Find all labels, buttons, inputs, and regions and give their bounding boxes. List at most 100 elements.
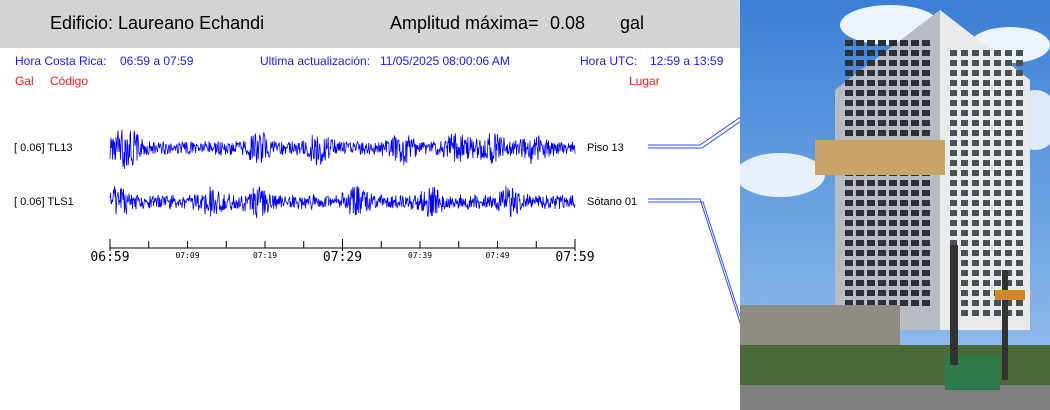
time-axis-minor-label: 07:19: [253, 251, 277, 260]
building-window: [1016, 60, 1023, 66]
building-window: [867, 260, 875, 266]
building-window: [950, 180, 957, 186]
building-window: [961, 120, 968, 126]
time-axis-minor-label: 07:39: [408, 251, 432, 260]
building-window: [900, 100, 908, 106]
building-window: [961, 280, 968, 286]
building-window: [878, 60, 886, 66]
building-window: [1005, 120, 1012, 126]
building-window: [1005, 270, 1012, 276]
building-window: [922, 180, 930, 186]
building-window: [1005, 90, 1012, 96]
building-window: [867, 100, 875, 106]
building-window: [900, 250, 908, 256]
building-window: [983, 290, 990, 296]
building-window: [1016, 110, 1023, 116]
building-window: [856, 130, 864, 136]
column-gal: Gal: [15, 74, 34, 88]
building-window: [994, 250, 1001, 256]
building-window: [900, 190, 908, 196]
last-update-label: Ultima actualización:: [260, 54, 371, 68]
building-window: [961, 310, 968, 316]
building-window: [1016, 130, 1023, 136]
building-window: [900, 210, 908, 216]
building-window: [950, 120, 957, 126]
building-window: [972, 80, 979, 86]
building-window: [856, 210, 864, 216]
building-window: [1016, 220, 1023, 226]
building-window: [983, 250, 990, 256]
building-window: [961, 220, 968, 226]
building-window: [983, 60, 990, 66]
building-window: [878, 120, 886, 126]
building-window: [911, 80, 919, 86]
building-window: [922, 40, 930, 46]
building-window: [972, 70, 979, 76]
building-window: [994, 190, 1001, 196]
building-window: [994, 50, 1001, 56]
building-window: [856, 180, 864, 186]
building-window: [867, 120, 875, 126]
building-window: [889, 60, 897, 66]
building-window: [856, 270, 864, 276]
building-window: [922, 70, 930, 76]
building-window: [994, 90, 1001, 96]
utc-label: Hora UTC:: [580, 54, 638, 68]
building-window: [983, 150, 990, 156]
building-window: [889, 40, 897, 46]
building-window: [900, 90, 908, 96]
building-window: [1016, 300, 1023, 306]
building-window: [911, 50, 919, 56]
building-window: [889, 230, 897, 236]
building-window: [972, 250, 979, 256]
building-window: [845, 220, 853, 226]
building-window: [961, 210, 968, 216]
building-window: [950, 230, 957, 236]
building-window: [845, 130, 853, 136]
building-window: [961, 80, 968, 86]
building-window: [950, 110, 957, 116]
building-window: [983, 160, 990, 166]
building-window: [1016, 70, 1023, 76]
building-window: [1005, 150, 1012, 156]
building-window: [911, 130, 919, 136]
building-window: [1016, 240, 1023, 246]
building-window: [878, 290, 886, 296]
building-window: [867, 200, 875, 206]
building-window: [983, 220, 990, 226]
building-window: [1005, 80, 1012, 86]
building-window: [972, 270, 979, 276]
building-window: [994, 60, 1001, 66]
building-window: [994, 260, 1001, 266]
building-window: [983, 170, 990, 176]
building-window: [983, 280, 990, 286]
column-code: Código: [50, 74, 89, 88]
building-window: [922, 300, 930, 306]
building-window: [1005, 260, 1012, 266]
building-window: [972, 120, 979, 126]
building-window: [900, 300, 908, 306]
building-window: [961, 200, 968, 206]
building-window: [856, 80, 864, 86]
building-window: [972, 170, 979, 176]
amplitude-unit: gal: [620, 13, 645, 33]
building-window: [889, 70, 897, 76]
building-window: [911, 60, 919, 66]
building-window: [867, 60, 875, 66]
building-window: [889, 80, 897, 86]
building-window: [900, 220, 908, 226]
building-window: [889, 110, 897, 116]
building-window: [867, 80, 875, 86]
building-window: [950, 130, 957, 136]
building-window: [856, 230, 864, 236]
building-window: [1016, 260, 1023, 266]
trace-tl13: [109, 129, 576, 169]
building-window: [911, 100, 919, 106]
building-window: [900, 260, 908, 266]
building-window: [856, 60, 864, 66]
building-window: [922, 250, 930, 256]
building-window: [911, 110, 919, 116]
building-window: [950, 160, 957, 166]
building-window: [856, 50, 864, 56]
building-window: [994, 100, 1001, 106]
